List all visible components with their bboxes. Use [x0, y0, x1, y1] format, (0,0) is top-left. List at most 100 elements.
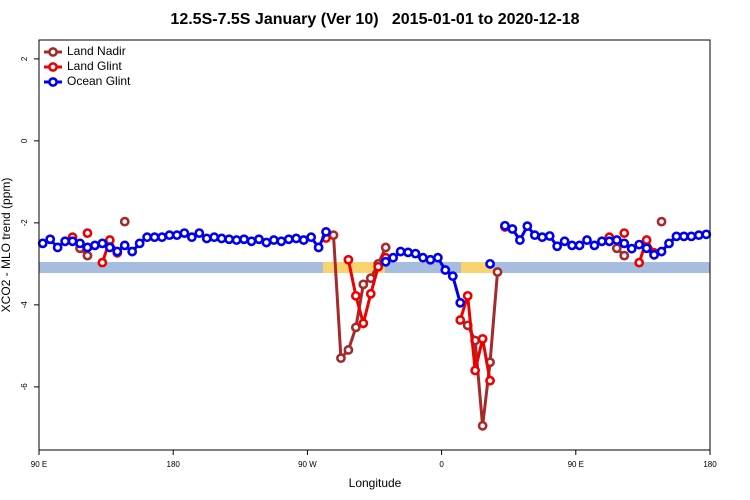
data-point	[440, 265, 451, 275]
data-point	[477, 420, 488, 431]
x-tick-label: 0	[439, 460, 444, 469]
data-point	[97, 238, 108, 249]
data-point	[82, 250, 93, 261]
data-point	[589, 240, 600, 251]
data-point	[544, 231, 555, 241]
plot-frame	[38, 39, 711, 451]
x-tick-label: 180	[167, 460, 181, 469]
data-point	[82, 228, 93, 239]
data-point	[462, 290, 473, 301]
data-point	[134, 238, 145, 249]
data-point	[634, 257, 645, 268]
y-tick-label: 2	[20, 56, 29, 61]
data-point	[619, 238, 630, 249]
data-point	[529, 230, 540, 241]
data-point	[231, 235, 242, 245]
data-point	[671, 231, 682, 242]
data-point	[485, 258, 495, 269]
data-point	[127, 246, 138, 257]
data-point	[432, 252, 443, 263]
x-tick-label: 180	[703, 460, 717, 469]
data-point	[358, 318, 369, 329]
data-point	[611, 243, 622, 254]
data-point	[239, 234, 249, 245]
plot: 90 E 180 90 W 0 90 E 180 -6 -4 -2 0 2	[20, 56, 717, 469]
data-point	[365, 288, 376, 299]
y-tick-label: -2	[20, 219, 29, 227]
data-point	[634, 239, 645, 250]
data-point	[470, 365, 481, 376]
data-point	[149, 232, 160, 243]
data-point	[656, 246, 667, 257]
data-point	[619, 250, 630, 261]
data-point	[172, 230, 182, 241]
data-point	[194, 228, 205, 239]
data-point	[179, 228, 190, 239]
data-point	[500, 220, 510, 231]
legend-label: Ocean Glint	[67, 74, 131, 88]
data-point	[164, 230, 175, 241]
data-point	[358, 279, 369, 290]
data-point	[514, 235, 525, 245]
legend-label: Land Nadir	[67, 44, 126, 58]
data-point	[119, 216, 130, 227]
data-point	[649, 249, 659, 260]
data-point	[507, 224, 518, 234]
data-point	[373, 261, 384, 272]
data-point	[246, 236, 257, 247]
data-point	[350, 290, 361, 301]
data-point	[485, 375, 495, 386]
data-point	[37, 238, 48, 249]
data-point	[313, 242, 324, 253]
data-point	[477, 333, 488, 344]
data-point	[336, 353, 346, 364]
land-band	[323, 262, 385, 273]
x-tick-label: 90 E	[568, 460, 584, 469]
legend-label: Land Glint	[67, 59, 122, 73]
data-point	[567, 240, 577, 251]
data-point	[380, 256, 391, 267]
data-point	[82, 242, 93, 253]
data-point	[388, 252, 399, 263]
data-point	[619, 228, 630, 239]
data-point	[693, 230, 704, 241]
data-point	[157, 232, 167, 243]
data-point	[447, 271, 458, 282]
data-point	[611, 235, 622, 245]
data-point	[656, 216, 667, 227]
data-point	[679, 231, 689, 242]
data-point	[410, 248, 421, 259]
data-point	[216, 233, 227, 244]
data-point	[455, 297, 466, 308]
chart-title: 12.5S-7.5S January (Ver 10) 2015-01-01 t…	[170, 11, 579, 28]
data-point	[701, 229, 712, 240]
land-band	[461, 262, 493, 273]
data-point	[418, 252, 428, 263]
data-point	[492, 267, 503, 277]
data-point	[224, 234, 235, 245]
x-tick-label: 90 E	[31, 460, 47, 469]
data-point	[559, 236, 570, 247]
x-axis-label: Longitude	[349, 476, 402, 490]
data-point	[641, 243, 652, 254]
data-point	[298, 235, 309, 245]
data-point	[67, 236, 78, 247]
legend-marker	[48, 47, 58, 57]
data-point	[283, 234, 294, 245]
data-point	[664, 238, 674, 249]
data-point	[45, 234, 56, 245]
data-point	[97, 257, 108, 268]
data-point	[537, 232, 548, 243]
data-point	[604, 236, 615, 247]
data-point	[395, 246, 406, 257]
data-point	[328, 230, 339, 241]
data-point	[75, 238, 85, 249]
data-point	[350, 322, 361, 333]
data-point	[268, 235, 279, 245]
data-point	[254, 234, 264, 245]
data-point	[321, 226, 331, 237]
y-tick-label: -4	[20, 301, 29, 309]
data-point	[186, 232, 197, 243]
data-point	[142, 232, 153, 243]
